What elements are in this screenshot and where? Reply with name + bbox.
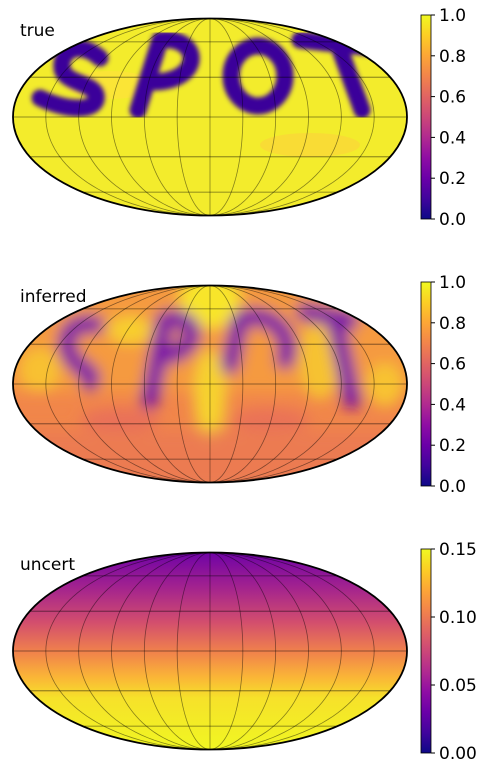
map-panel-true: true 0.0 0.2 0.4 0.6 0.8 1.0	[12, 6, 466, 230]
colorbar-tick-label: 0.0	[439, 477, 466, 497]
map-outline	[12, 284, 408, 484]
panel-title: inferred	[20, 287, 87, 307]
colorbar-tick-label: 0.00	[439, 744, 477, 764]
colorbar-tick-label: 0.2	[439, 436, 466, 456]
colorbar-tick-label: 1.0	[439, 6, 466, 26]
panel-title: uncert	[20, 555, 75, 575]
colorbar-tick-label: 0.6	[439, 88, 466, 108]
colorbar-inferred: 0.0 0.2 0.4 0.6 0.8 1.0	[420, 273, 466, 497]
colorbar-tick-label: 0.10	[439, 608, 477, 628]
map-panel-uncert: uncert 0.00 0.05 0.10 0.15	[12, 540, 477, 764]
letter-o	[222, 37, 294, 115]
map-outline	[12, 17, 408, 217]
map-outline	[12, 551, 408, 751]
map-panel-inferred: inferred 0.0 0.2 0.4 0.6 0.8 1.0	[12, 273, 466, 497]
blurred-letter-t	[296, 303, 361, 409]
blurred-letter-p	[141, 309, 201, 409]
colorbar-tick-label: 0.0	[439, 210, 466, 230]
letter-s	[31, 40, 109, 117]
colorbar-tick-label: 0.05	[439, 676, 477, 696]
colorbar-tick-label: 0.4	[439, 395, 466, 415]
colorbar-tick-label: 0.6	[439, 355, 466, 375]
colorbar-tick-label: 0.4	[439, 128, 466, 148]
colorbar-uncert: 0.00 0.05 0.10 0.15	[420, 540, 477, 764]
blurred-letter-s	[57, 315, 104, 391]
colorbar-bar	[420, 14, 432, 220]
graticule-uncert	[13, 552, 407, 750]
graticule-true	[13, 18, 407, 216]
colorbar-tick-label: 0.8	[439, 47, 466, 67]
panel-title: true	[20, 21, 55, 41]
letter-p	[129, 31, 200, 119]
colorbar-tick-label: 0.8	[439, 314, 466, 334]
colorbar-tick-label: 0.15	[439, 540, 477, 560]
graticule-inferred	[13, 285, 407, 483]
colorbar-tick-label: 1.0	[439, 273, 466, 293]
blurred-letter-o	[221, 308, 297, 374]
colorbar-true: 0.0 0.2 0.4 0.6 0.8 1.0	[420, 6, 466, 230]
colorbar-tick-label: 0.2	[439, 169, 466, 189]
colorbar-bar	[420, 281, 432, 487]
colorbar-bar	[420, 548, 432, 754]
